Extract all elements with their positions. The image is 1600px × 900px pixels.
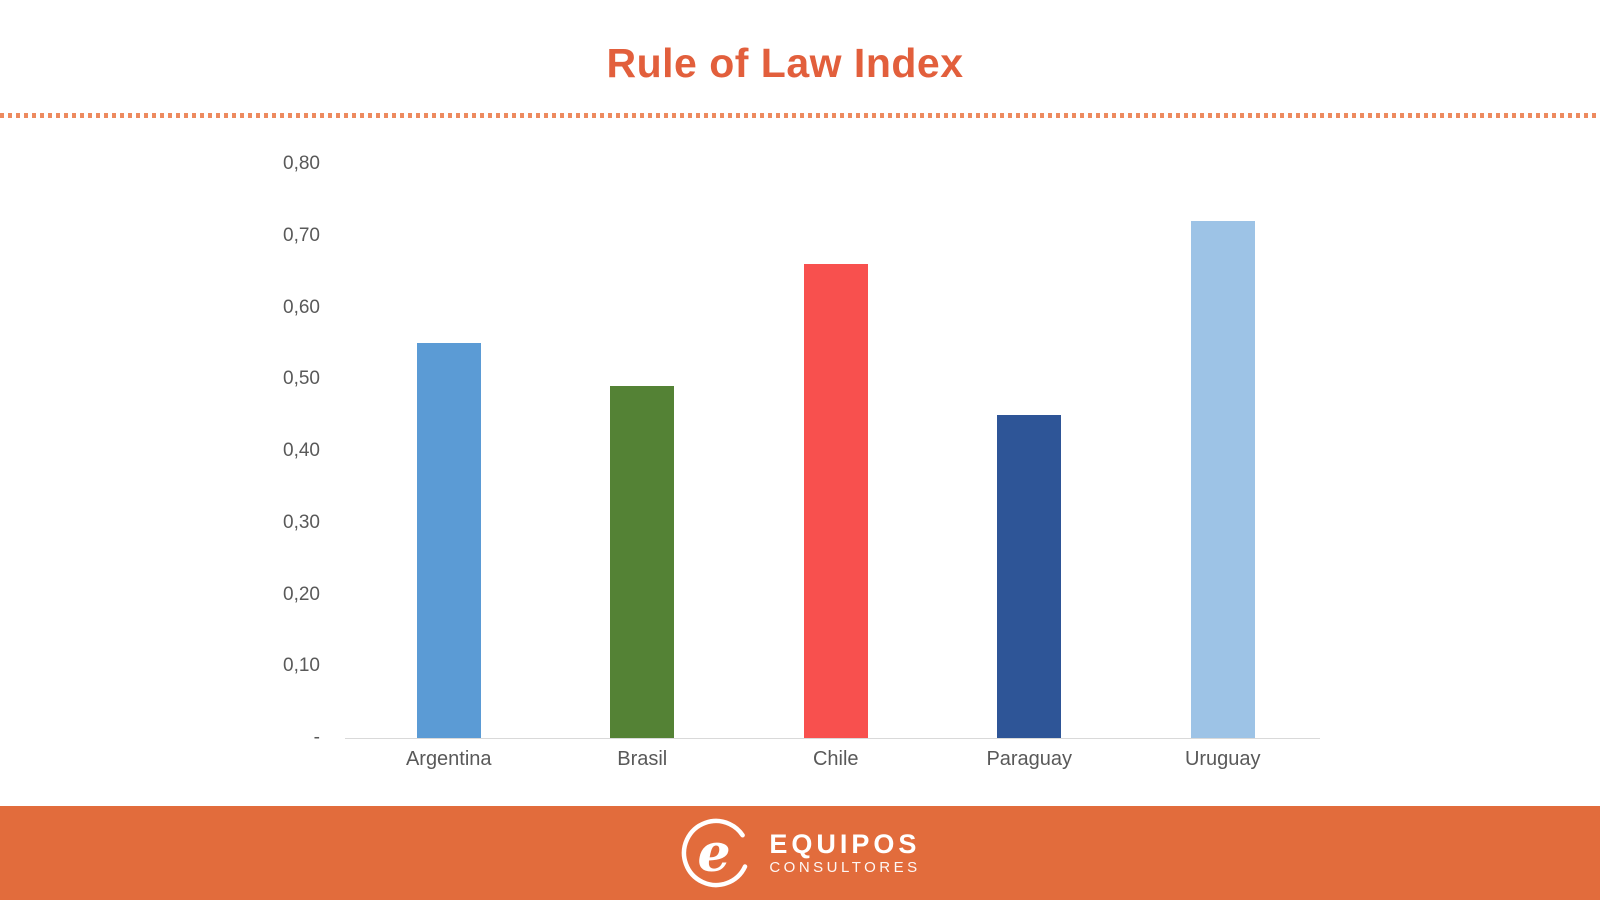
y-axis: 0,80 0,70 0,60 0,50 0,40 0,30 0,20 0,10 - [228,0,320,900]
x-axis-label: Paraguay [986,748,1073,770]
y-tick-label: 0,70 [283,224,320,246]
y-tick-label: - [313,727,320,748]
footer: e EQUIPOS CONSULTORES [0,806,1600,900]
brand-subtitle: CONSULTORES [769,859,921,877]
equipos-logo-icon: e [682,818,751,888]
y-tick-label: 0,40 [283,440,320,461]
bar-paraguay [997,415,1062,738]
x-axis-label: Uruguay [1184,748,1261,770]
chart-title: Rule of Law Index [606,40,964,86]
logo-letter: e [698,823,731,884]
brand-name: EQUIPOS [769,828,921,859]
x-axis-label: Chile [812,748,859,770]
x-axis-label: Brasil [617,748,668,770]
y-tick-label: 0,80 [283,153,320,174]
x-axis-label: Argentina [405,748,492,770]
y-tick-label: 0,10 [283,655,320,677]
y-tick-label: 0,30 [283,511,320,533]
y-tick-label: 0,60 [283,296,320,318]
bar-uruguay [1190,221,1255,738]
bar-argentina [416,343,481,738]
y-tick-label: 0,20 [283,583,320,605]
x-axis-line [345,738,1320,739]
bar-brasil [610,386,675,738]
y-tick-label: 0,50 [283,368,320,390]
dotted-divider [0,113,1600,118]
brand-block: EQUIPOS CONSULTORES [769,828,921,877]
bar-chile [803,264,868,738]
